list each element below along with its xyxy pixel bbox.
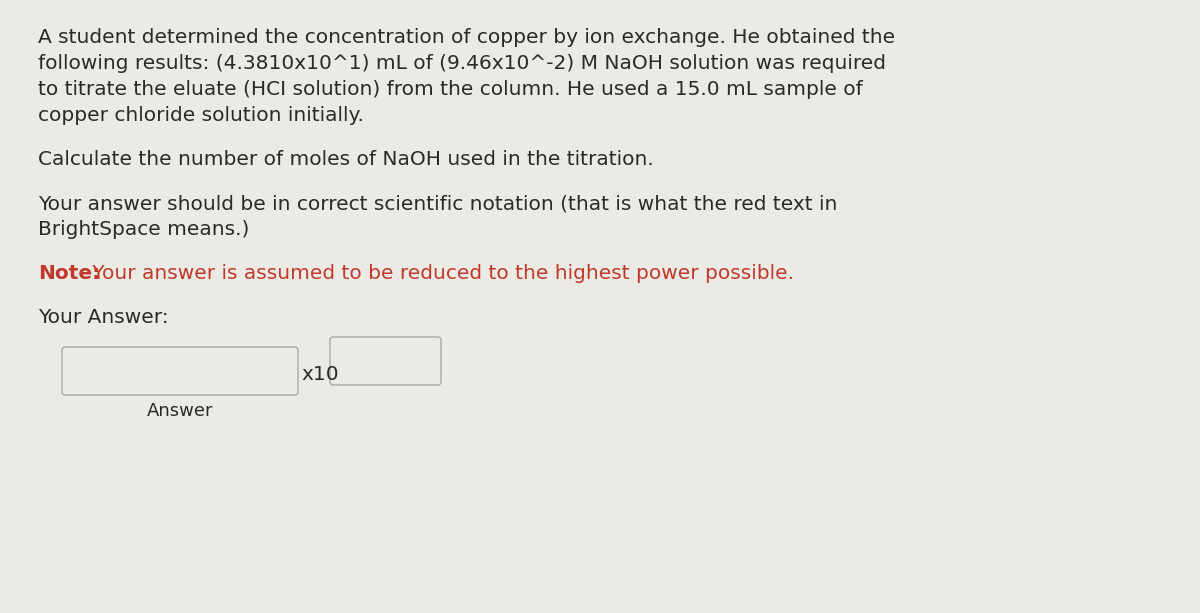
Text: to titrate the eluate (HCI solution) from the column. He used a 15.0 mL sample o: to titrate the eluate (HCI solution) fro… [38, 80, 863, 99]
FancyBboxPatch shape [330, 337, 442, 385]
Text: x10: x10 [301, 365, 338, 384]
Text: Calculate the number of moles of NaOH used in the titration.: Calculate the number of moles of NaOH us… [38, 150, 654, 169]
Text: Answer: Answer [146, 402, 214, 420]
Text: Your answer should be in correct scientific notation (that is what the red text : Your answer should be in correct scienti… [38, 194, 838, 213]
Text: copper chloride solution initially.: copper chloride solution initially. [38, 106, 364, 125]
Text: Note:: Note: [38, 264, 100, 283]
Text: A student determined the concentration of copper by ion exchange. He obtained th: A student determined the concentration o… [38, 28, 895, 47]
Text: following results: (4.3810x10^1) mL of (9.46x10^-2) M NaOH solution was required: following results: (4.3810x10^1) mL of (… [38, 54, 886, 73]
FancyBboxPatch shape [62, 347, 298, 395]
Text: Your Answer:: Your Answer: [38, 308, 169, 327]
Text: BrightSpace means.): BrightSpace means.) [38, 220, 250, 239]
Text: Your answer is assumed to be reduced to the highest power possible.: Your answer is assumed to be reduced to … [86, 264, 794, 283]
